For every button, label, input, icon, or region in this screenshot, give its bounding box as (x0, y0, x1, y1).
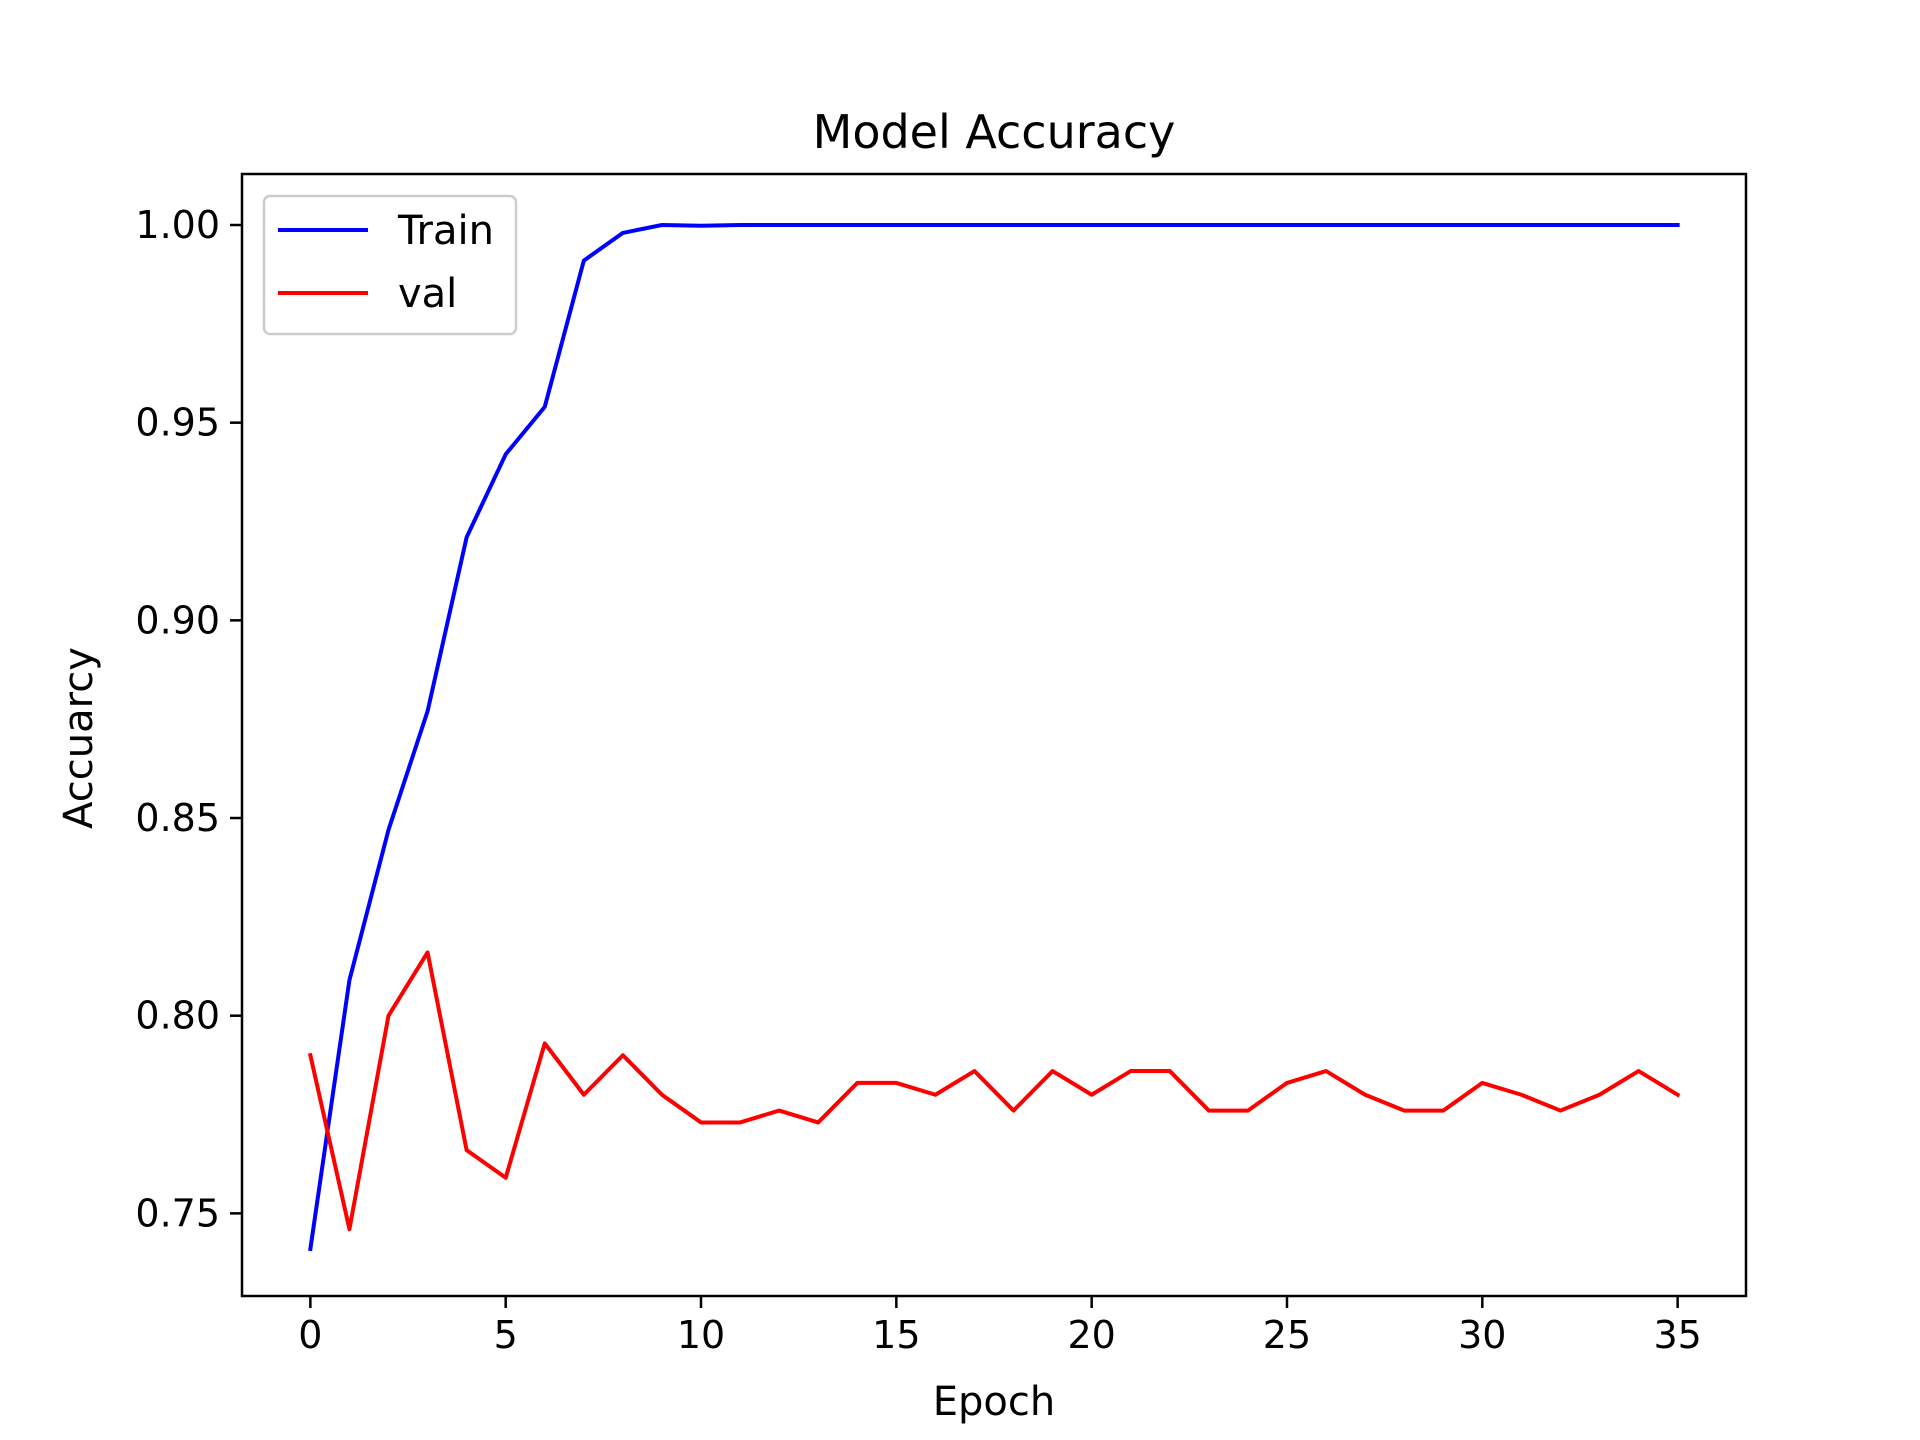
y-tick-label: 0.80 (135, 994, 220, 1038)
x-axis-label: Epoch (933, 1379, 1055, 1425)
x-tick-label: 35 (1653, 1313, 1701, 1357)
y-tick-label: 0.75 (135, 1191, 220, 1235)
y-tick-label: 0.95 (135, 401, 220, 445)
x-tick-label: 20 (1067, 1313, 1115, 1357)
plot-frame (240, 172, 1748, 1298)
y-tick-label: 1.00 (135, 203, 220, 247)
y-tick-label: 0.85 (135, 796, 220, 840)
x-tick-label: 15 (872, 1313, 920, 1357)
x-tick-label: 30 (1458, 1313, 1506, 1357)
x-tick-label: 0 (298, 1313, 322, 1357)
legend-label-val: val (398, 271, 457, 317)
x-tick-label: 5 (494, 1313, 518, 1357)
plot-area (240, 172, 1748, 1298)
legend-label-train: Train (397, 208, 494, 254)
x-axis: 0 5 10 15 20 25 30 35 (298, 1296, 1702, 1357)
y-axis-label: Accuarcy (56, 647, 102, 829)
legend: Train val (262, 194, 518, 336)
series-line-train (308, 223, 1680, 1252)
y-tick-label: 0.90 (135, 598, 220, 642)
chart-title: Model Accuracy (813, 105, 1176, 159)
series-line-val (307, 950, 1681, 1232)
x-tick-label: 10 (677, 1313, 725, 1357)
y-axis: 0.75 0.80 0.85 0.90 0.95 1.00 (135, 203, 242, 1235)
x-tick-label: 25 (1263, 1313, 1311, 1357)
